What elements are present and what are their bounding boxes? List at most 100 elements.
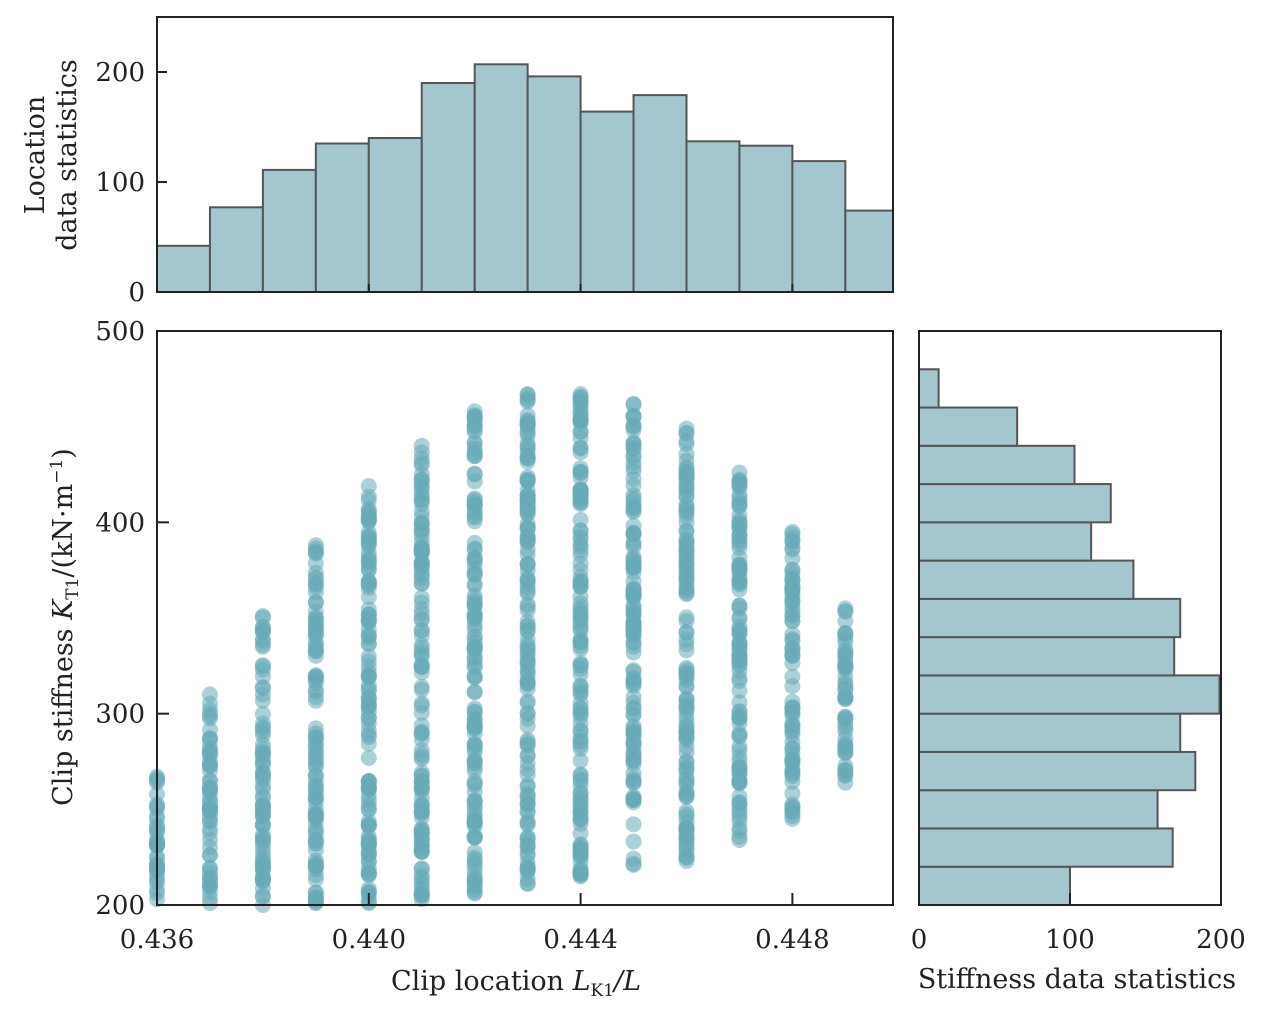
scatter-point [413,695,430,712]
scatter-point [678,691,695,708]
right-histogram-bar [918,406,1019,447]
scatter-point [784,798,801,815]
scatter-point [413,495,430,512]
main-y-label-suffix: /(kN·m [48,484,79,578]
scatter-point [307,894,324,911]
top-histogram-bar [526,75,582,294]
scatter-point [572,810,589,827]
scatter-point [625,733,642,750]
scatter-point [519,705,536,722]
top-histogram-bar [261,168,317,293]
scatter-point [837,603,854,620]
scatter-point [678,498,695,515]
scatter-point [519,472,536,489]
scatter-point [466,640,483,657]
scatter-point [572,405,589,422]
scatter-point [466,534,483,551]
top-histogram-bar [738,144,794,293]
top-histogram-ylabel-line1: Location [20,96,51,215]
scatter-point [837,689,854,706]
scatter-point [254,692,271,709]
scatter-point [413,678,430,695]
scatter-point [360,780,377,797]
scatter-point [466,736,483,753]
main-x-axis-label: Clip location LK1/L [391,966,641,1001]
main-scatter-frame [156,330,894,906]
scatter-point [678,738,695,755]
right-histogram-bar [918,559,1135,600]
scatter-point [731,808,748,825]
scatter-point [254,854,271,871]
scatter-point [678,478,695,495]
top-histogram-bar [367,137,423,293]
right-histogram-bar [918,674,1221,715]
scatter-point [519,532,536,549]
scatter-point [307,720,324,737]
scatter-point [360,524,377,541]
scatter-point [625,422,642,439]
main-x-label-prefix: Clip location [391,966,573,997]
right-histogram-bars [918,368,1221,907]
scatter-point [413,444,430,461]
scatter-point [572,606,589,623]
scatter-point [413,656,430,673]
scatter-point [572,463,589,480]
scatter-point [731,682,748,699]
scatter-point [413,731,430,748]
right-histogram-bar [918,483,1112,524]
scatter-point [731,641,748,658]
top-histogram-bar [844,209,895,294]
scatter-point [572,789,589,806]
top-histogram-frame [156,16,894,293]
scatter-point [254,719,271,736]
top-histogram-bar [156,244,211,294]
scatter-point [731,514,748,531]
scatter-point [413,557,430,574]
scatter-point [519,863,536,880]
scatter-point [572,574,589,591]
scatter-point [678,849,695,866]
scatter-point [466,684,483,701]
scatter-point [625,833,642,850]
top-histogram-bar [579,110,635,293]
scatter-point [784,631,801,648]
scatter-point [360,703,377,720]
scatter-point [572,766,589,783]
scatter-point [360,865,377,882]
scatter-point [519,583,536,600]
scatter-point [307,800,324,817]
scatter-point [837,625,854,642]
scatter-point [837,737,854,754]
main-y-tick-label: 500 [95,317,145,347]
scatter-point [466,863,483,880]
scatter-point [784,699,801,716]
scatter-point [572,732,589,749]
scatter-point [466,552,483,569]
main-x-tick-label: 0.436 [120,925,194,955]
main-x-tick-label: 0.440 [332,925,406,955]
scatter-point [784,668,801,685]
top-histogram: 0 100 200 Location data statistics [20,16,895,308]
right-histogram-bar [918,865,1071,907]
scatter-point [413,796,430,813]
scatter-point [572,555,589,572]
scatter-point [519,450,536,467]
scatter-point [201,779,218,796]
scatter-point [678,759,695,776]
scatter-point [784,740,801,757]
main-y-label-var: K [48,598,79,621]
scatter-point [360,796,377,813]
scatter-point [784,526,801,543]
scatter-point [254,873,271,890]
right-histogram: 0 100 200 Stiffness data statistics [911,330,1246,995]
scatter-point [572,846,589,863]
scatter-point [678,584,695,601]
scatter-point [678,542,695,559]
scatter-point [307,570,324,587]
scatter-point [572,430,589,447]
scatter-point [307,871,324,888]
scatter-point [413,887,430,904]
scatter-point [731,725,748,742]
scatter-point [519,786,536,803]
